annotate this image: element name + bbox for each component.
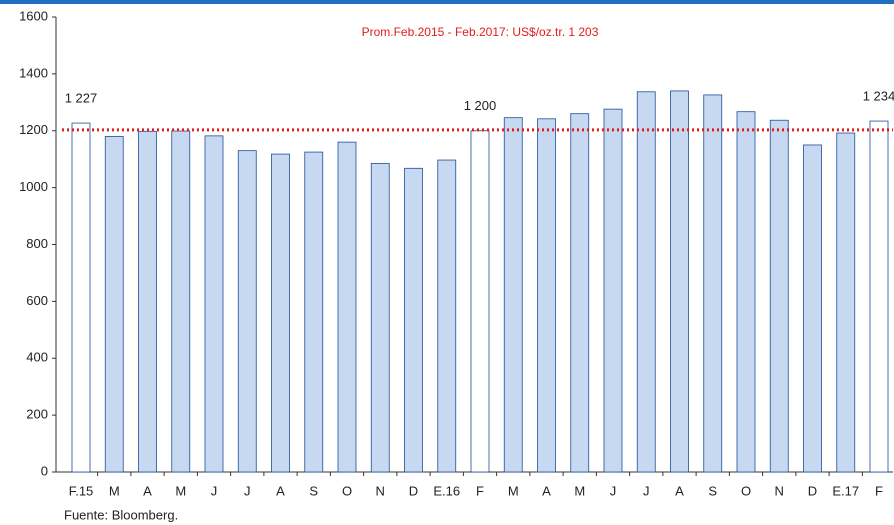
x-tick-label: D [409, 483, 418, 498]
bar [138, 130, 157, 473]
x-tick-label: S [708, 483, 717, 498]
x-tick-label: F [875, 483, 883, 498]
x-tick-label: S [309, 483, 318, 498]
bar [171, 130, 191, 473]
y-tick-label: 1400 [19, 65, 48, 80]
bar [437, 159, 457, 473]
bar [636, 91, 656, 473]
bar [803, 144, 822, 473]
x-tick-label: E.16 [433, 483, 460, 498]
bar [869, 120, 889, 473]
y-tick-label: 800 [26, 236, 48, 251]
x-tick-label: J [211, 483, 218, 498]
bar [670, 90, 689, 473]
x-tick-label: E.17 [832, 483, 859, 498]
x-tick-label: A [276, 483, 285, 498]
x-tick-label: N [775, 483, 784, 498]
bar [271, 153, 290, 473]
x-tick-label: J [643, 483, 650, 498]
x-tick-label: M [109, 483, 120, 498]
x-tick-label: D [808, 483, 817, 498]
x-tick-label: O [741, 483, 751, 498]
bar [537, 118, 556, 473]
source-note: Fuente: Bloomberg. [64, 507, 178, 522]
x-tick-label: J [610, 483, 617, 498]
bar [304, 151, 324, 473]
x-tick-label: O [342, 483, 352, 498]
bar [703, 94, 723, 473]
bar [404, 167, 423, 473]
value-label: 1 227 [65, 91, 98, 106]
x-tick-label: J [244, 483, 251, 498]
value-label: 1 200 [464, 98, 497, 113]
bar [470, 130, 490, 473]
x-tick-label: A [542, 483, 551, 498]
y-tick-label: 1000 [19, 179, 48, 194]
bar [237, 150, 257, 473]
x-tick-label: M [574, 483, 585, 498]
bar [204, 135, 224, 473]
bar [503, 117, 523, 473]
bar [71, 122, 91, 473]
y-tick-label: 0 [41, 463, 48, 478]
x-tick-label: M [175, 483, 186, 498]
x-tick-label: M [508, 483, 519, 498]
bar [570, 113, 590, 473]
y-tick-label: 600 [26, 293, 48, 308]
x-tick-label: N [376, 483, 385, 498]
bar [769, 119, 789, 473]
bar [603, 108, 623, 473]
bar [337, 141, 357, 473]
value-label: 1 234 [863, 89, 894, 104]
y-tick-label: 1200 [19, 122, 48, 137]
x-tick-label: A [675, 483, 684, 498]
y-tick-label: 400 [26, 350, 48, 365]
reference-label: Prom.Feb.2015 - Feb.2017: US$/oz.tr. 1 2… [362, 25, 599, 39]
bar [370, 163, 390, 473]
top-border [0, 0, 894, 4]
x-tick-label: A [143, 483, 152, 498]
x-tick-label: F.15 [69, 483, 94, 498]
bar [736, 111, 756, 473]
x-tick-label: F [476, 483, 484, 498]
bar [836, 132, 856, 473]
bar [104, 136, 124, 473]
y-tick-label: 200 [26, 407, 48, 422]
y-tick-label: 1600 [19, 8, 48, 23]
